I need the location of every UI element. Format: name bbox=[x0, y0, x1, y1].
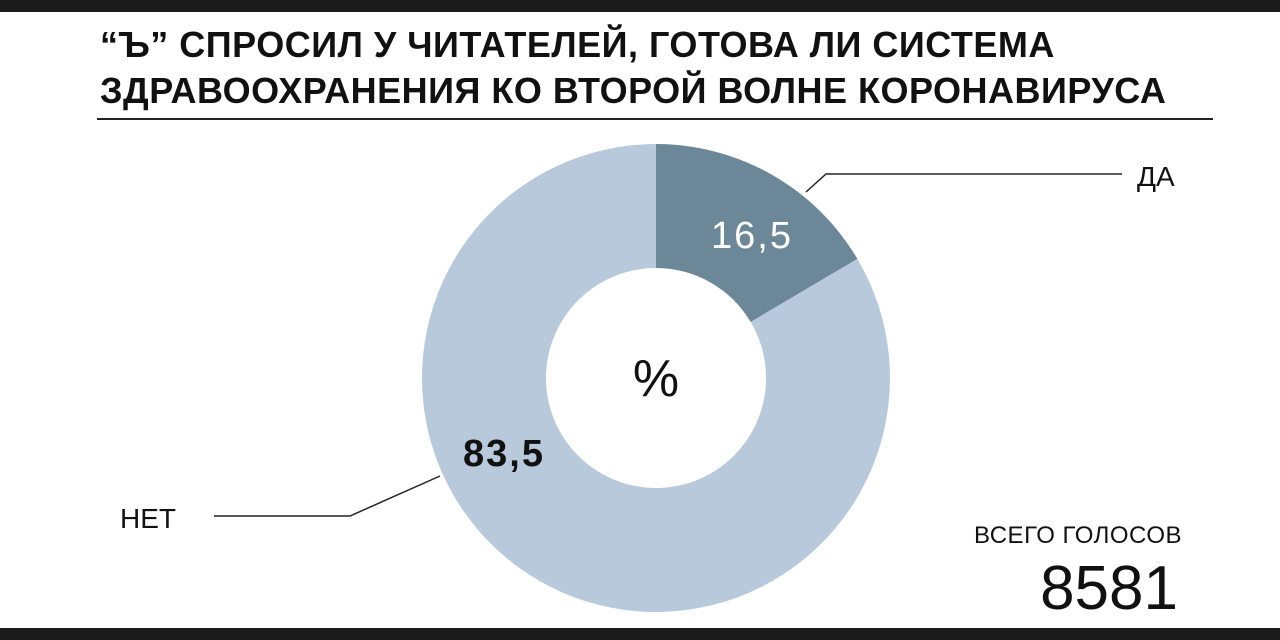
leader-line-net bbox=[214, 475, 441, 517]
chart-title: “Ъ” СПРОСИЛ У ЧИТАТЕЛЕЙ, ГОТОВА ЛИ СИСТЕ… bbox=[100, 24, 1167, 111]
slice-label-da: ДА bbox=[1137, 161, 1175, 192]
leader-lines bbox=[214, 173, 1122, 517]
slice-da bbox=[656, 144, 858, 323]
title-rule bbox=[97, 118, 1213, 120]
total-votes-value: 8581 bbox=[1040, 554, 1178, 623]
slice-value-da: 16,5 bbox=[711, 215, 793, 257]
center-unit-label: % bbox=[633, 350, 679, 408]
top-bar bbox=[0, 0, 1280, 12]
slice-net bbox=[422, 144, 890, 612]
donut-slices bbox=[422, 144, 890, 612]
slice-label-net: НЕТ bbox=[120, 503, 176, 534]
total-votes-caption: ВСЕГО ГОЛОСОВ bbox=[974, 522, 1182, 549]
slice-value-net: 83,5 bbox=[463, 433, 545, 475]
bottom-bar bbox=[0, 628, 1280, 640]
leader-line-da bbox=[805, 173, 1122, 193]
